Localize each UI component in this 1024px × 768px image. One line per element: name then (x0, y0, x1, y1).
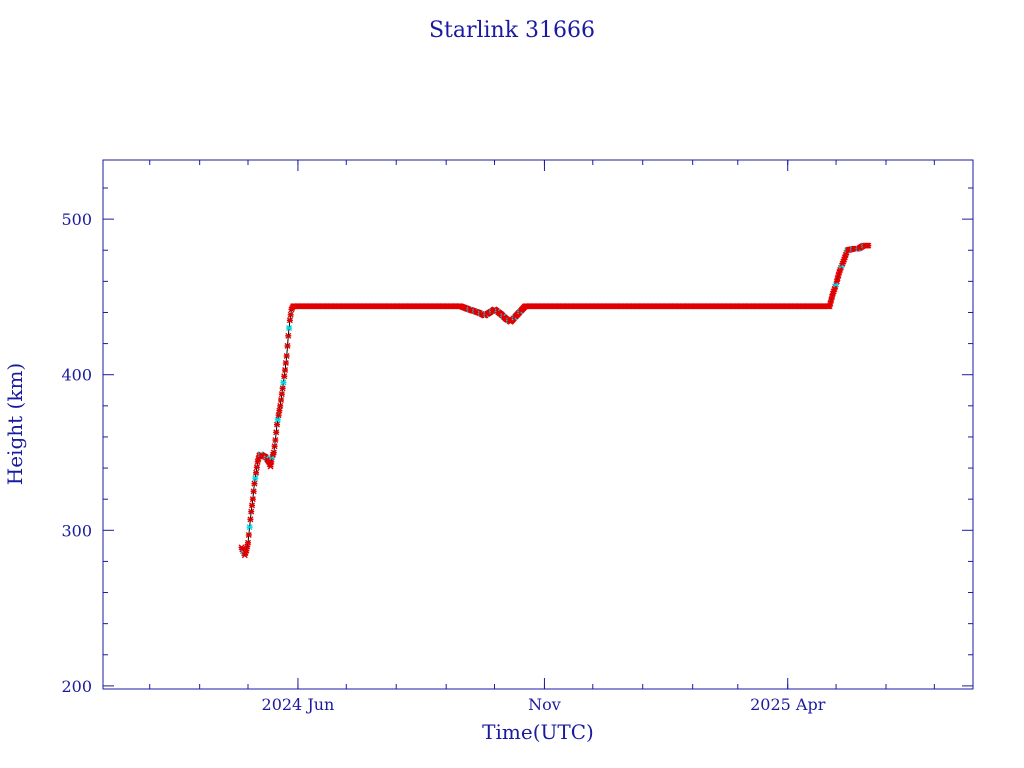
data-point (247, 516, 254, 523)
data-point (283, 353, 290, 360)
series-markers (238, 242, 872, 559)
major-ticks (103, 160, 973, 689)
data-point (276, 407, 283, 414)
series-path (241, 245, 869, 557)
data-point (865, 242, 872, 249)
data-point (249, 502, 256, 509)
data-point (248, 508, 255, 515)
y-tick-label: 500 (61, 210, 92, 229)
data-point (271, 443, 278, 450)
data-point (250, 488, 257, 495)
x-axis-label: Time(UTC) (482, 720, 594, 744)
data-point (285, 332, 292, 339)
data-point (274, 421, 280, 428)
data-point (253, 464, 260, 471)
data-point (284, 342, 291, 349)
data-point (268, 458, 275, 465)
y-tick-labels: 200 300 400 500 (61, 210, 92, 696)
y-tick-label: 200 (61, 677, 92, 696)
data-point (279, 385, 286, 392)
x-tick-label: 2024 Jun (262, 695, 335, 714)
data-point (278, 391, 285, 398)
data-point (249, 496, 256, 503)
data-point (278, 396, 285, 403)
data-point (272, 437, 279, 444)
data-point (287, 311, 294, 318)
x-tick-label: 2025 Apr (750, 695, 826, 714)
x-tick-label: Nov (528, 695, 561, 714)
data-point (286, 325, 293, 332)
data-point (277, 402, 284, 409)
minor-ticks (103, 160, 973, 689)
y-tick-label: 300 (61, 521, 92, 540)
x-tick-labels: 2024 Jun Nov 2025 Apr (262, 695, 826, 714)
data-point (267, 463, 274, 470)
data-point (246, 524, 253, 531)
data-point (281, 373, 288, 380)
y-axis-label: Height (km) (3, 363, 27, 485)
data-point (280, 379, 287, 386)
data-point (253, 469, 260, 476)
data-point (273, 429, 280, 436)
data-point (282, 360, 289, 367)
data-point (282, 367, 289, 374)
data-point (286, 317, 293, 324)
data-point (274, 416, 281, 423)
data-point (245, 539, 251, 546)
data-point (252, 475, 259, 482)
plot-frame (102, 159, 974, 690)
data-point (275, 412, 282, 419)
data-point (245, 531, 252, 538)
series-line (241, 245, 869, 557)
data-point (270, 449, 277, 456)
chart-title: Starlink 31666 (429, 18, 595, 43)
y-tick-label: 400 (61, 366, 92, 385)
data-point (251, 480, 258, 487)
